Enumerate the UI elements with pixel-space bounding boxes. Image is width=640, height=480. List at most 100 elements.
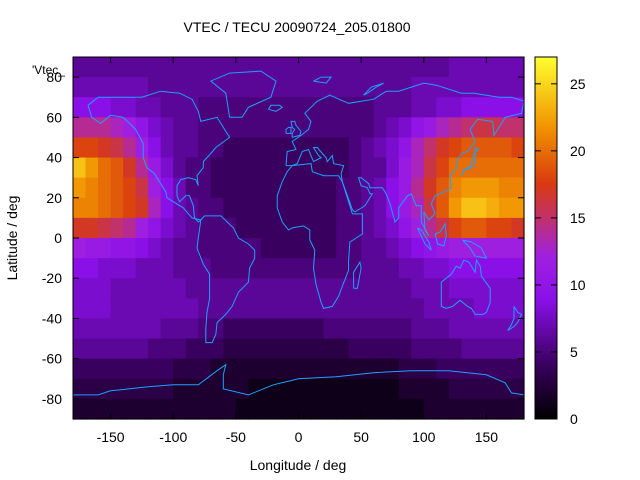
heatmap-cell: [173, 398, 187, 420]
heatmap-cell: [160, 157, 174, 179]
heatmap-cell: [298, 318, 312, 340]
heatmap-cell: [123, 137, 137, 159]
heatmap-cell: [148, 57, 162, 78]
heatmap-cell: [336, 117, 350, 139]
heatmap-cell: [260, 398, 275, 420]
chart-title: VTEC / TECU 20090724_205.01800: [183, 19, 410, 35]
heatmap-cell: [373, 117, 387, 139]
heatmap-cell: [85, 77, 99, 98]
heatmap-cell: [223, 338, 237, 360]
heatmap-cell: [123, 117, 137, 139]
heatmap-cell: [298, 57, 312, 78]
heatmap-cell: [285, 97, 300, 118]
heatmap-cell: [148, 177, 162, 199]
x-tick-label: 150: [475, 429, 499, 445]
heatmap-cell: [386, 137, 400, 159]
heatmap-cell: [273, 57, 287, 78]
heatmap-cell: [373, 157, 387, 179]
heatmap-cell: [361, 298, 375, 320]
heatmap-cell: [436, 238, 450, 259]
heatmap-cell: [336, 318, 350, 340]
heatmap-cell: [235, 298, 249, 320]
heatmap-cell: [223, 278, 237, 299]
heatmap-cell: [311, 217, 325, 239]
heatmap-cell: [135, 77, 149, 98]
heatmap-cell: [123, 238, 137, 259]
heatmap-cell: [248, 398, 262, 420]
heatmap-cell: [348, 117, 362, 139]
heatmap-cell: [185, 117, 199, 139]
heatmap-cell: [311, 57, 325, 78]
heatmap-cell: [511, 238, 525, 259]
heatmap-cell: [285, 137, 300, 159]
heatmap-cell: [198, 197, 212, 219]
heatmap-cell: [248, 177, 262, 199]
coastline: [313, 76, 333, 84]
heatmap-cell: [148, 197, 162, 219]
heatmap-cell: [98, 338, 112, 360]
heatmap-cell: [336, 137, 350, 159]
heatmap-cell: [448, 137, 462, 159]
heatmap-cell: [148, 358, 162, 380]
heatmap-cell: [411, 398, 425, 420]
heatmap-cell: [511, 157, 525, 179]
y-tick-label: 40: [46, 150, 62, 166]
heatmap-cell: [473, 197, 488, 219]
heatmap-cell: [135, 398, 149, 420]
heatmap-cell: [223, 97, 237, 118]
heatmap-cell: [73, 238, 87, 259]
heatmap-cell: [411, 238, 425, 259]
heatmap-cell: [173, 217, 187, 239]
heatmap-cell: [85, 298, 99, 320]
heatmap-cell: [73, 137, 87, 159]
heatmap-cell: [486, 157, 500, 179]
heatmap-cell: [511, 378, 525, 400]
heatmap-cell: [210, 278, 224, 299]
heatmap-cell: [448, 197, 462, 219]
heatmap-cell: [273, 238, 287, 259]
heatmap-cell: [423, 278, 437, 299]
coastline: [417, 227, 432, 251]
heatmap-cell: [511, 298, 525, 320]
heatmap-cell: [461, 338, 475, 360]
heatmap-cell: [473, 117, 488, 139]
heatmap-cell: [461, 298, 475, 320]
heatmap-cell: [423, 398, 437, 420]
heatmap-cell: [148, 378, 162, 400]
heatmap-cell: [210, 197, 224, 219]
heatmap-cell: [298, 97, 312, 118]
coastline: [507, 306, 523, 331]
heatmap-cell: [85, 358, 99, 380]
coastline: [353, 260, 362, 289]
x-tick-label: 100: [412, 429, 436, 445]
heatmap-cell: [160, 217, 174, 239]
heatmap-cell: [311, 318, 325, 340]
x-tick-label: 0: [295, 429, 303, 445]
heatmap-cell: [98, 137, 112, 159]
heatmap-cell: [411, 117, 425, 139]
heatmap-cell: [85, 177, 99, 199]
heatmap-cell: [285, 77, 300, 98]
heatmap-cell: [148, 338, 162, 360]
heatmap-cell: [323, 258, 337, 279]
heatmap-cell: [235, 398, 249, 420]
heatmap-cell: [373, 378, 387, 400]
heatmap-cell: [285, 177, 300, 199]
heatmap-cell: [486, 358, 500, 380]
heatmap-cell: [123, 398, 137, 420]
heatmap-cell: [336, 278, 350, 299]
heatmap-cell: [248, 318, 262, 340]
heatmap-cell: [198, 177, 212, 199]
coastline: [462, 239, 488, 259]
heatmap-cell: [498, 258, 513, 279]
heatmap-cell: [423, 338, 437, 360]
heatmap-cell: [386, 157, 400, 179]
heatmap-cell: [348, 398, 362, 420]
heatmap-cell: [198, 358, 212, 380]
heatmap-cell: [185, 378, 199, 400]
heatmap-cell: [123, 197, 137, 219]
y-axis-ticks: -80 -60 -40 -20 0 20 40 60 80: [42, 69, 524, 407]
heatmap-cell: [285, 318, 300, 340]
heatmap-cell: [486, 57, 500, 78]
heatmap-cell: [173, 57, 187, 78]
